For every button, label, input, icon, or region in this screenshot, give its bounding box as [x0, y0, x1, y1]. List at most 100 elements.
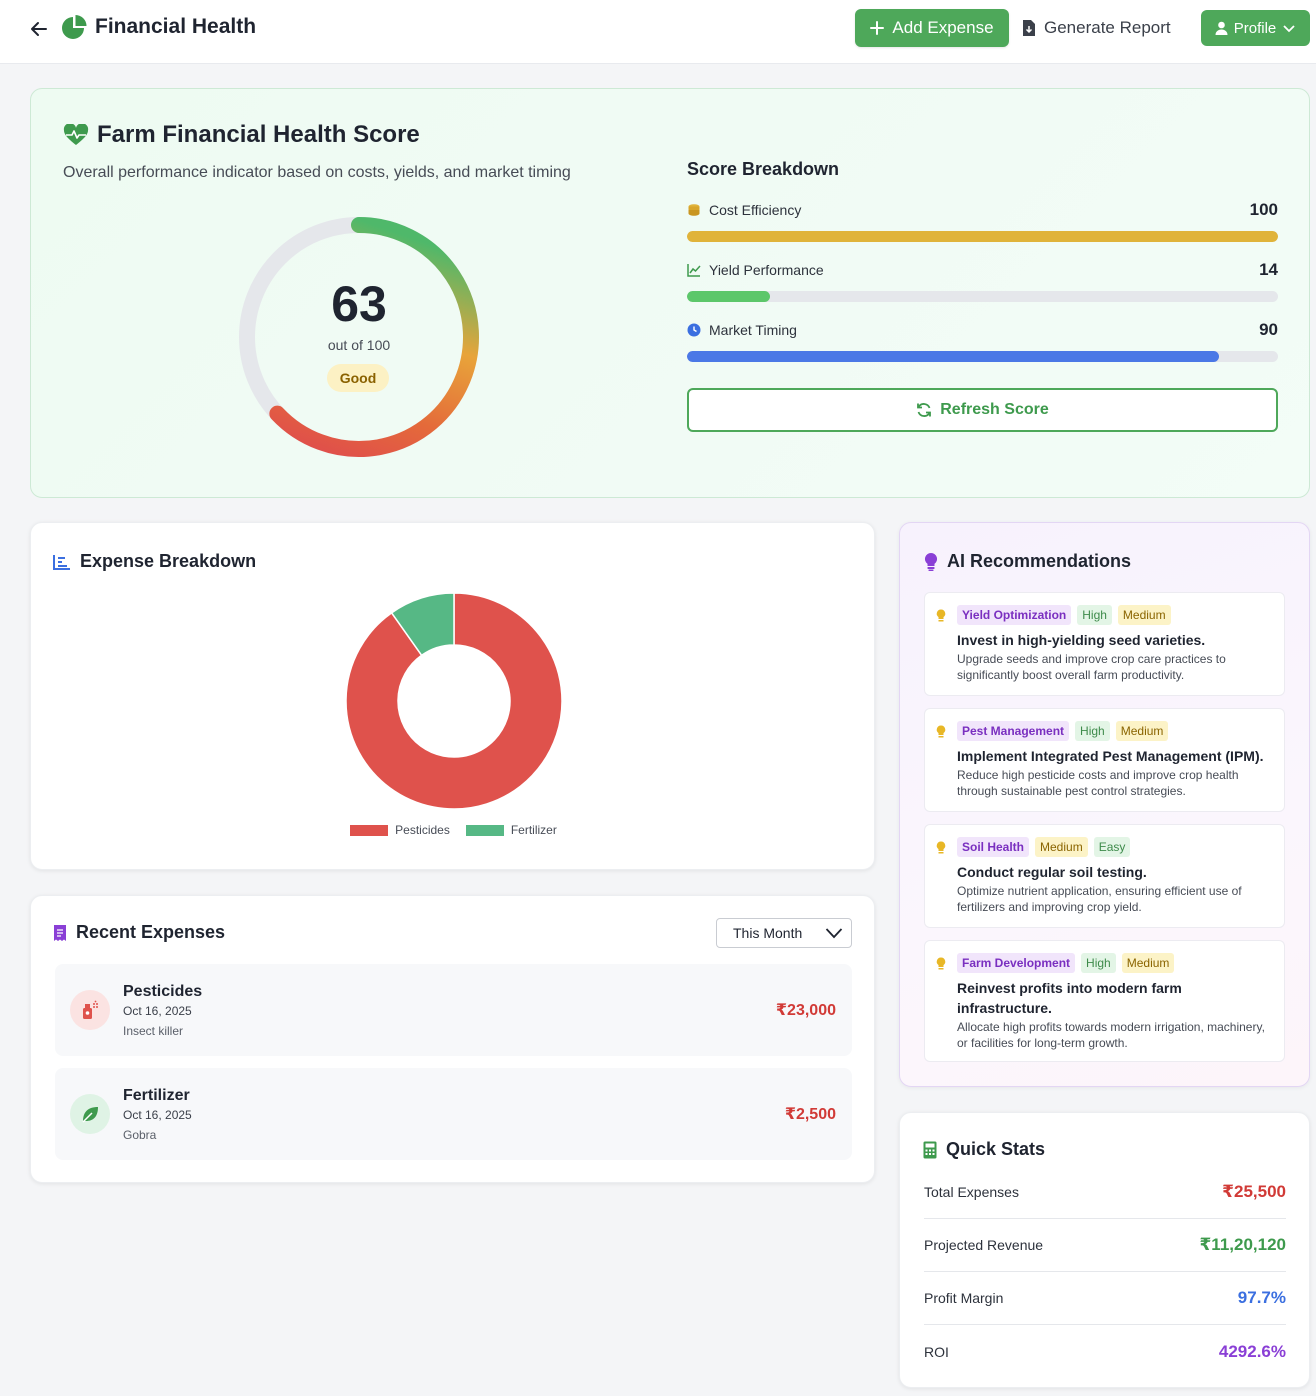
- expense-icon-wrap: [70, 990, 110, 1030]
- recommendation-description: Upgrade seeds and improve crop care prac…: [957, 652, 1226, 682]
- recommendation-effort-tag: Medium: [1121, 953, 1175, 973]
- clock-icon: [687, 323, 701, 337]
- generate-report-button[interactable]: Generate Report: [1022, 9, 1182, 47]
- add-expense-label: Add Expense: [892, 18, 994, 37]
- recommendation-effort-tag: Medium: [1115, 721, 1169, 741]
- legend-swatch: [350, 824, 389, 836]
- recommendation-category-tag: Farm Development: [957, 953, 1076, 973]
- expense-name: Fertilizer: [123, 1087, 190, 1104]
- metric-bar-fill: [687, 291, 770, 302]
- back-button[interactable]: [26, 16, 52, 42]
- recommendation-description: Optimize nutrient application, ensuring …: [957, 884, 1242, 914]
- refresh-score-label: Refresh Score: [940, 401, 1049, 418]
- lightbulb-icon: [936, 609, 946, 622]
- expense-icon-wrap: [70, 1094, 110, 1134]
- quick-stats-card: Quick Stats Total Expenses ₹25,500 Proje…: [899, 1112, 1310, 1388]
- add-expense-button[interactable]: Add Expense: [855, 9, 1009, 47]
- recommendation-item[interactable]: Pest Management High Medium Implement In…: [924, 708, 1285, 812]
- chart-legend: Pesticides Fertilizer: [31, 823, 876, 837]
- recent-expenses-heading: Recent Expenses: [53, 922, 225, 943]
- metric-bar-track: [687, 351, 1278, 362]
- expense-note: Insect killer: [123, 1024, 184, 1038]
- page-title: Financial Health: [95, 15, 257, 38]
- profile-label: Profile: [1233, 19, 1277, 37]
- recommendation-title: Implement Integrated Pest Management (IP…: [957, 748, 1264, 764]
- expense-amount: ₹2,500: [784, 1106, 836, 1123]
- period-select-value: This Month: [733, 925, 803, 941]
- recommendation-impact-tag: High: [1077, 605, 1112, 625]
- score-breakdown-title: Score Breakdown: [687, 159, 840, 179]
- recommendation-category-tag: Soil Health: [957, 837, 1030, 857]
- receipt-icon: [54, 924, 66, 941]
- metric-market-timing: Market Timing 90: [687, 319, 1278, 369]
- metric-value: 14: [1259, 260, 1278, 279]
- ai-recommendations-card: AI Recommendations Yield Optimization Hi…: [899, 522, 1310, 1087]
- recommendation-title: Reinvest profits into modern farm infras…: [957, 980, 1182, 1016]
- legend-item-fertilizer[interactable]: Fertilizer: [465, 823, 557, 837]
- score-out-of: out of 100: [327, 337, 391, 353]
- arrow-left-icon: [31, 22, 47, 36]
- recommendation-item[interactable]: Yield Optimization High Medium Invest in…: [924, 592, 1285, 696]
- recommendation-description: Allocate high profits towards modern irr…: [957, 1020, 1265, 1050]
- stat-label: ROI: [924, 1343, 949, 1360]
- expense-donut-chart: [345, 592, 563, 810]
- score-gauge: [239, 217, 479, 457]
- donut-slice-pesticides[interactable]: [345, 592, 563, 810]
- stat-value: ₹11,20,120: [1199, 1235, 1286, 1254]
- recommendation-description: Reduce high pesticide costs and improve …: [957, 768, 1239, 798]
- refresh-icon: [917, 403, 932, 417]
- chart-line-icon: [687, 264, 701, 277]
- period-select[interactable]: This Month: [716, 918, 852, 948]
- legend-item-pesticides[interactable]: Pesticides: [350, 823, 450, 837]
- file-download-icon: [1023, 20, 1035, 36]
- recommendation-impact-tag: Medium: [1035, 837, 1088, 857]
- bar-chart-icon: [53, 554, 70, 570]
- expense-name: Pesticides: [123, 983, 203, 1000]
- donut-slice-fertilizer[interactable]: [390, 592, 455, 657]
- leaf-icon: [82, 1107, 98, 1123]
- refresh-score-button[interactable]: Refresh Score: [687, 388, 1278, 432]
- stat-label: Projected Revenue: [924, 1237, 1044, 1253]
- ai-recommendations-heading: AI Recommendations: [924, 551, 1131, 572]
- recommendation-category-tag: Pest Management: [957, 721, 1070, 741]
- recommendation-item[interactable]: Farm Development High Medium Reinvest pr…: [924, 940, 1285, 1062]
- quick-stats-title: Quick Stats: [946, 1139, 1046, 1159]
- expense-date: Oct 16, 2025: [123, 1004, 192, 1018]
- ai-recommendations-title: AI Recommendations: [947, 551, 1132, 571]
- metric-bar-fill: [687, 231, 1278, 242]
- profile-button[interactable]: Profile: [1201, 10, 1310, 46]
- recommendation-impact-tag: High: [1081, 953, 1116, 973]
- stat-label: Total Expenses: [924, 1184, 1019, 1200]
- expense-note: Gobra: [123, 1128, 157, 1142]
- calculator-icon: [923, 1141, 937, 1158]
- expense-amount: ₹23,000: [775, 1002, 836, 1019]
- expense-breakdown-card: Expense Breakdown Pesticides Fertilizer: [30, 522, 875, 870]
- metric-yield-performance: Yield Performance 14: [687, 259, 1278, 309]
- top-header: Financial Health Add Expense Generate Re…: [0, 0, 1316, 64]
- expense-item[interactable]: Pesticides Oct 16, 2025 Insect killer ₹2…: [55, 964, 852, 1056]
- expense-breakdown-heading: Expense Breakdown: [53, 551, 256, 572]
- stat-profit-margin: Profit Margin 97.7%: [924, 1272, 1286, 1325]
- legend-label: Pesticides: [395, 823, 450, 837]
- stat-value: ₹25,500: [1222, 1182, 1286, 1201]
- legend-swatch: [465, 824, 504, 836]
- metric-value: 90: [1259, 320, 1278, 339]
- user-icon: [1215, 21, 1228, 35]
- health-score-title: Farm Financial Health Score: [97, 121, 420, 148]
- lightbulb-icon: [936, 725, 946, 738]
- metric-label: Yield Performance: [709, 262, 824, 278]
- gauge-progress-arc: [269, 217, 479, 457]
- recent-expenses-card: Recent Expenses This Month Pesticides Oc…: [30, 895, 875, 1183]
- recommendation-category-tag: Yield Optimization: [957, 605, 1072, 625]
- expense-item[interactable]: Fertilizer Oct 16, 2025 Gobra ₹2,500: [55, 1068, 852, 1160]
- plus-icon: [870, 21, 885, 35]
- chevron-down-icon: [825, 928, 843, 939]
- recommendation-item[interactable]: Soil Health Medium Easy Conduct regular …: [924, 824, 1285, 928]
- expense-breakdown-title: Expense Breakdown: [80, 551, 257, 571]
- lightbulb-icon: [936, 957, 946, 970]
- recommendation-impact-tag: High: [1075, 721, 1110, 741]
- recommendation-title: Invest in high-yielding seed varieties.: [957, 632, 1206, 648]
- metric-cost-efficiency: Cost Efficiency 100: [687, 199, 1278, 249]
- metric-bar-fill: [687, 351, 1219, 362]
- quick-stats-heading: Quick Stats: [923, 1139, 1045, 1160]
